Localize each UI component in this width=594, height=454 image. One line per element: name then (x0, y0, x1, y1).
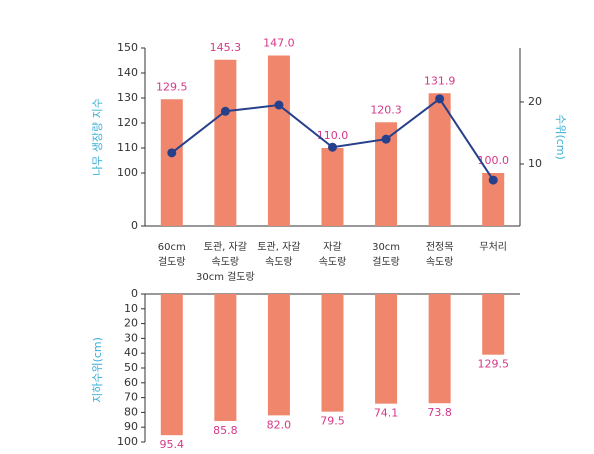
y-tick-label: 100 (117, 166, 138, 179)
y-tick-label: 0 (131, 287, 138, 300)
y-tick-label: 60 (124, 376, 138, 389)
y-tick-label: 70 (124, 391, 138, 404)
point (435, 94, 445, 104)
value-label: 131.9 (424, 74, 456, 87)
point (274, 100, 284, 110)
y-tick-label: 20 (124, 317, 138, 330)
y-tick-label: 0 (131, 219, 138, 232)
bar (321, 294, 344, 412)
annotation: 95.4 (160, 438, 185, 451)
y-tick-label: 40 (124, 346, 138, 359)
x-tick-label: 자갈 속도랑 (318, 242, 347, 268)
point (328, 142, 337, 152)
y-tick-label: 30 (124, 331, 138, 344)
bar (267, 55, 290, 226)
bar (428, 93, 451, 226)
y-tick-label: 150 (117, 41, 138, 54)
value-label: 129.5 (156, 80, 188, 93)
bar (375, 294, 398, 404)
annotation: 73.8 (427, 406, 452, 419)
y-axis-title: 지하수위(cm) (90, 337, 104, 403)
value-label: 147.0 (263, 37, 295, 50)
y-tick-label: 140 (117, 66, 138, 79)
y-tick-label: 50 (124, 361, 138, 374)
value-label: 120.3 (370, 103, 402, 116)
x-tick-label: 60cm 걸도랑 (157, 242, 186, 268)
x-tick-label: 무처리 (479, 242, 507, 253)
annotation: 74.1 (374, 407, 399, 420)
bar (482, 294, 505, 355)
value-label: 145.3 (210, 41, 242, 54)
bar (160, 294, 183, 436)
y-tick-label: 80 (124, 405, 138, 418)
y-tick-label: 120 (117, 116, 138, 129)
annotation: 79.5 (320, 415, 345, 428)
annotation: 85.8 (213, 424, 238, 437)
point (220, 106, 230, 116)
annotation: 129.5 (477, 358, 509, 371)
y-tick-label: 90 (124, 420, 138, 433)
value-label: 110.0 (317, 129, 349, 142)
bar (267, 294, 290, 416)
x-tick-label: 토관, 자갈 속도랑 30cm 걸도랑 (195, 242, 255, 283)
point (381, 134, 391, 144)
point (488, 175, 498, 185)
bar (428, 294, 451, 404)
annotation: 82.0 (267, 418, 292, 431)
y-tick-label: 100 (117, 435, 138, 448)
bar (375, 122, 398, 226)
y2-tick-label: 20 (528, 95, 542, 108)
bar (482, 173, 505, 226)
y-tick-label: 10 (124, 302, 138, 315)
bar (214, 294, 237, 421)
point (167, 148, 177, 158)
bar (214, 59, 237, 226)
y2-tick-label: 10 (528, 157, 542, 170)
y2-axis-title: 수위(cm) (554, 114, 567, 160)
x-tick-label: 전정목 속도랑 (425, 242, 454, 268)
value-label: 100.0 (477, 154, 509, 167)
y-tick-label: 110 (117, 141, 138, 154)
x-tick-label: 30cm 걸도랑 (372, 242, 401, 268)
bar (160, 99, 183, 226)
bar (321, 148, 344, 226)
y-axis-title: 나무 생장량 지수 (91, 98, 104, 176)
x-tick-label: 토관, 자갈 속도랑 (257, 242, 301, 268)
y-tick-label: 130 (117, 91, 138, 104)
